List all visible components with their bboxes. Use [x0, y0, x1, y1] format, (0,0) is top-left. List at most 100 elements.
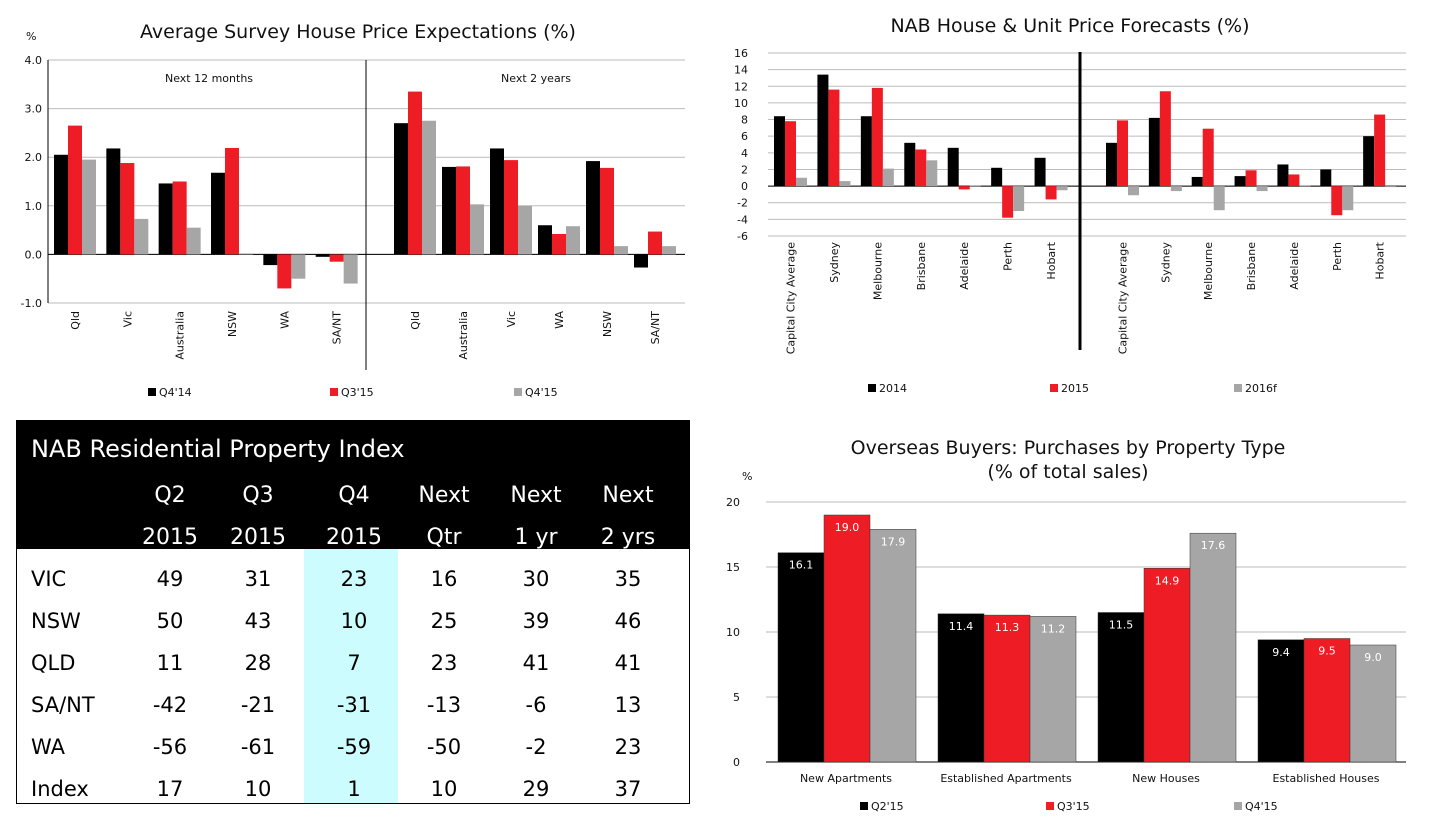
chart2-bar	[1128, 186, 1139, 196]
chart3-data-label: 16.1	[789, 559, 814, 572]
column-header-top: Q4	[338, 483, 370, 508]
chart2-bar	[1106, 142, 1117, 187]
chart1-bar	[68, 125, 82, 255]
chart2-bar	[1277, 164, 1289, 187]
chart1-bar	[54, 154, 68, 255]
table-row: SA/NT -42 -21 -31 -13 -6 13	[17, 685, 689, 727]
chart2-bar	[991, 167, 1003, 187]
chart2-bar	[860, 116, 872, 187]
chart2-ytick: 10	[734, 97, 748, 110]
table-cell: 35	[614, 567, 642, 591]
column-header-bottom: 2 yrs	[600, 525, 656, 550]
chart2-category-label: Brisbane	[1245, 242, 1258, 291]
chart3-data-label: 9.5	[1318, 645, 1336, 658]
chart2-bar	[904, 142, 916, 187]
chart2-bar	[1013, 186, 1025, 212]
chart3-data-label: 14.9	[1155, 574, 1180, 587]
residential-property-index-table: NAB Residential Property Index Q2 2015 Q3 2…	[16, 420, 690, 804]
chart2-bar	[1034, 157, 1046, 187]
table-cell: 46	[614, 609, 642, 633]
column-header-bottom: 2015	[230, 525, 286, 550]
chart2-bar	[1202, 128, 1214, 187]
table-cell: -31	[336, 693, 372, 717]
chart2-category-label: Sydney	[1159, 242, 1172, 283]
chart2-bar	[1117, 120, 1128, 187]
chart3-bar	[777, 552, 825, 763]
chart2-bar	[1002, 186, 1014, 218]
chart2-ytick: -6	[737, 230, 748, 243]
chart3-data-label: 17.6	[1201, 539, 1226, 552]
chart1-bar	[648, 231, 662, 255]
chart2-ytick: 4	[741, 147, 748, 160]
chart1-bar	[158, 183, 173, 255]
chart3-bar	[1143, 568, 1191, 763]
chart2-bar	[1170, 186, 1182, 192]
chart2-category-label: Brisbane	[915, 242, 928, 291]
row-name: WA	[31, 735, 65, 759]
chart3-category-label: New Apartments	[800, 772, 892, 785]
chart1-bar	[470, 204, 484, 255]
chart1-bar	[408, 91, 422, 255]
chart1-bar	[329, 254, 344, 262]
table-cell: 41	[522, 651, 550, 675]
chart2-category-label: Adelaide	[958, 242, 971, 290]
table-cell: -59	[336, 735, 372, 759]
table-cell: 31	[244, 567, 272, 591]
chart1-unit: %	[26, 30, 36, 43]
house-price-expectations-svg: Average Survey House Price Expectations …	[21, 21, 685, 399]
chart2-bar	[882, 168, 894, 187]
column-header-top: Q3	[242, 483, 274, 508]
chart1-panel-label: Next 12 months	[165, 72, 253, 85]
chart3-ytick: 5	[733, 691, 740, 704]
chart1-category-label: SA/NT	[331, 311, 344, 345]
chart1-category-label: WA	[278, 311, 291, 329]
row-name: NSW	[31, 609, 81, 633]
chart1-bar	[566, 226, 580, 255]
chart2-ytick: 2	[741, 163, 748, 176]
chart3-bar	[1029, 616, 1077, 763]
chart1-bar	[552, 233, 566, 255]
q4-2015-highlight	[304, 549, 398, 803]
chart2-category-label: Hobart	[1374, 241, 1387, 279]
chart2-category-label: Hobart	[1045, 241, 1058, 279]
chart2-bar	[828, 89, 840, 187]
column-header-bottom: 2015	[326, 525, 382, 550]
chart2-bar	[926, 160, 938, 187]
chart3-data-label: 9.0	[1364, 651, 1382, 664]
table-cell: -50	[426, 735, 462, 759]
legend-label-0: Q2'15	[871, 800, 904, 813]
chart1-bar	[82, 159, 96, 255]
chart2-ytick: 0	[741, 180, 748, 193]
legend-swatch-2	[514, 388, 522, 396]
table-cell: 23	[614, 735, 642, 759]
chart2-bar	[1245, 170, 1257, 187]
chart3-ytick: 0	[733, 756, 740, 769]
chart1-bar	[662, 246, 676, 255]
chart1-bar	[586, 161, 600, 255]
chart2-bar	[839, 181, 851, 187]
chart3-bar	[1097, 612, 1145, 763]
chart2-category-label: Perth	[1331, 242, 1344, 271]
chart2-bar	[1159, 91, 1171, 187]
chart3-bar	[1189, 532, 1237, 763]
chart2-bar	[969, 185, 981, 187]
chart2-bar	[796, 177, 807, 187]
legend-label-2: Q4'15	[1245, 800, 1278, 813]
chart1-bar	[504, 160, 518, 255]
table-cell: -21	[240, 693, 276, 717]
chart2-bar	[1320, 169, 1332, 187]
chart1-bar	[172, 181, 187, 255]
legend-label-1: Q3'15	[1057, 800, 1090, 813]
table-cell: 1	[347, 777, 361, 801]
chart3-data-label: 19.0	[835, 521, 860, 534]
column-header-top: Next	[418, 483, 470, 508]
chart2-category-label: Adelaide	[1288, 242, 1301, 290]
table-row: NSW 50 43 10 25 39 46	[17, 601, 689, 643]
chart1-bar	[614, 246, 628, 255]
chart1-category-label: NSW	[601, 311, 614, 337]
table-cell: 17	[156, 777, 184, 801]
chart2-bar	[871, 87, 883, 187]
legend-label-0: 2014	[879, 382, 907, 395]
chart3-bar	[1349, 644, 1397, 763]
chart1-bar	[634, 254, 648, 268]
